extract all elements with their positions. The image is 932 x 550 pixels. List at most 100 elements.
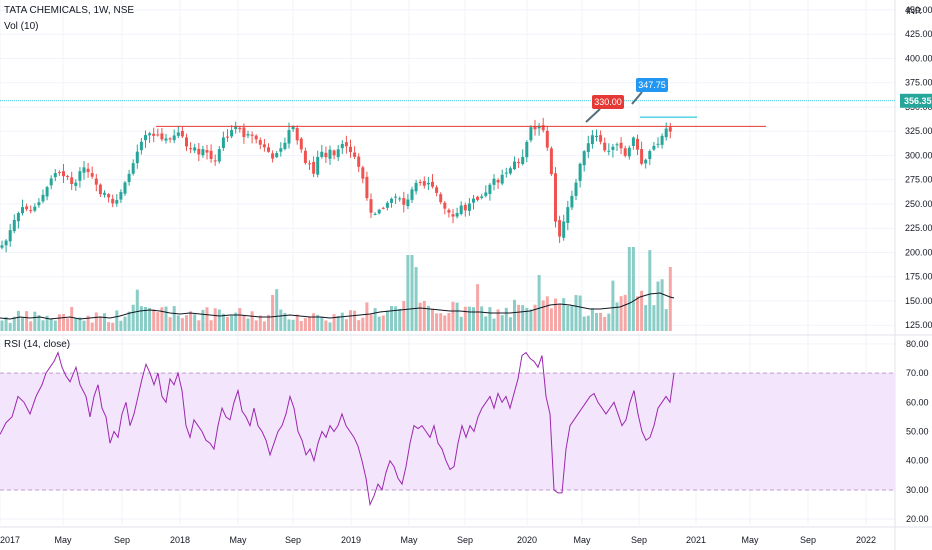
candle-body — [517, 162, 521, 164]
candle-body — [66, 175, 70, 177]
candle-body — [381, 207, 385, 209]
volume-bar — [496, 309, 500, 331]
candle-body — [513, 161, 516, 170]
candle-body — [652, 145, 656, 150]
volume-bar — [107, 322, 111, 331]
candle-body — [291, 126, 295, 130]
candle-body — [107, 194, 111, 198]
candle-body — [238, 127, 242, 130]
candle-body — [250, 134, 254, 136]
volume-bar — [205, 307, 209, 331]
candle-body — [283, 142, 287, 150]
candle-body — [599, 135, 603, 142]
volume-bar — [131, 304, 135, 331]
candle-body — [357, 156, 361, 167]
callout-330-label: 330.00 — [594, 97, 622, 107]
volume-bar — [648, 250, 652, 331]
volume-bar — [258, 315, 262, 331]
candle-body — [90, 173, 94, 177]
candle-body — [242, 127, 246, 137]
candle-body — [377, 209, 381, 214]
volume-bar — [4, 316, 8, 331]
candle-body — [70, 177, 74, 185]
volume-bar — [336, 315, 340, 331]
candle-body — [299, 138, 303, 150]
candle-body — [127, 173, 131, 183]
candle-body — [328, 149, 332, 159]
candle-body — [49, 178, 53, 186]
candle-body — [426, 182, 430, 185]
volume-bar — [234, 312, 238, 331]
volume-bar — [197, 320, 201, 331]
candle-body — [336, 149, 340, 158]
candle-body — [455, 213, 459, 217]
candle-body — [254, 135, 258, 140]
volume-bar — [504, 307, 508, 331]
volume-bar — [361, 317, 365, 331]
volume-bar — [160, 307, 164, 331]
candle-body — [644, 159, 648, 164]
candle-body — [500, 174, 504, 184]
candle-body — [660, 135, 664, 145]
callout-330-box — [592, 95, 624, 109]
volume-bar — [570, 305, 574, 331]
candle-body — [398, 198, 402, 200]
volume-bar — [586, 315, 590, 331]
volume-legend[interactable]: Vol (10) — [4, 21, 39, 32]
candle-body — [176, 132, 180, 136]
volume-bar — [328, 322, 332, 331]
callout-347-label: 347.75 — [638, 80, 666, 90]
volume-bar — [590, 308, 594, 331]
price-tick-label: 275.00 — [905, 175, 932, 185]
candle-body — [504, 172, 508, 174]
candle-body — [86, 168, 90, 173]
volume-bar — [652, 305, 656, 331]
volume-bar — [262, 321, 266, 331]
volume-bar — [135, 289, 139, 331]
volume-bar — [578, 295, 582, 331]
candle-body — [205, 150, 209, 153]
volume-bar — [275, 289, 279, 331]
volume-bar — [513, 299, 516, 331]
rsi-band-fill — [0, 373, 895, 490]
symbol-legend[interactable]: TATA CHEMICALS, 1W, NSE — [4, 5, 135, 16]
volume-bar — [312, 313, 316, 331]
volume-bar — [21, 317, 24, 331]
candle-body — [549, 148, 553, 175]
candle-body — [148, 133, 152, 136]
candle-body — [451, 214, 455, 217]
volume-ma-line — [0, 292, 675, 320]
volume-bar — [156, 312, 160, 331]
candle-body — [402, 198, 406, 205]
rsi-tick-label: 50.00 — [906, 427, 929, 437]
candle-body — [152, 133, 156, 136]
candle-body — [533, 126, 537, 130]
price-tick-label: 375.00 — [905, 78, 932, 88]
candle-body — [4, 240, 8, 246]
candle-body — [168, 138, 172, 140]
volume-bar — [500, 315, 504, 331]
volume-bar — [394, 306, 398, 331]
volume-bar — [459, 316, 463, 331]
price-axis[interactable]: 125.00 150.00 175.00 200.00 225.00 250.00 275.… — [900, 5, 932, 330]
candle-body — [627, 147, 631, 157]
candle-body — [656, 143, 660, 145]
volume-bar — [390, 306, 393, 331]
volume-bar — [656, 281, 660, 331]
rsi-tick-label: 70.00 — [906, 368, 929, 378]
trendline-overlays[interactable]: 330.00 347.75 — [0, 78, 895, 127]
rsi-tick-label: 40.00 — [906, 456, 929, 466]
rsi-axis[interactable]: 20.00 30.00 40.00 50.00 60.00 70.00 80.00 — [906, 339, 929, 524]
candle-body — [115, 200, 119, 204]
volume-bar — [631, 247, 635, 331]
rsi-legend[interactable]: RSI (14, close) — [4, 339, 71, 350]
volume-bar — [492, 318, 496, 331]
volume-bar — [373, 308, 377, 331]
time-tick-label: 2021 — [686, 535, 706, 545]
candle-body — [193, 147, 197, 151]
candle-body — [78, 171, 82, 181]
time-axis[interactable]: 2017 May Sep 2018 May Sep 2019 May Sep 2020 May Sep… — [0, 535, 876, 545]
volume-bar — [230, 315, 234, 331]
candle-body — [422, 181, 426, 186]
